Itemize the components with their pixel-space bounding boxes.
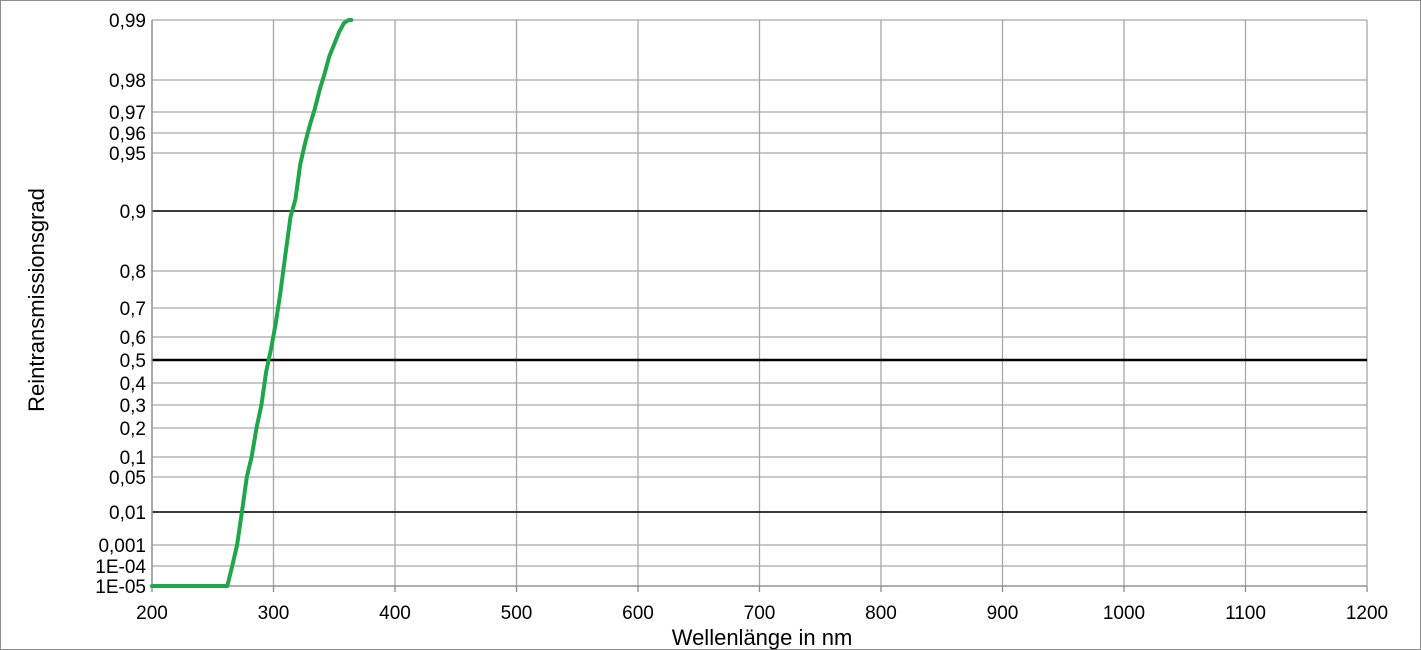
x-tick-label: 700 (744, 603, 776, 624)
y-tick-label: 0,8 (120, 262, 146, 283)
y-tick-labels: 0,990,980,970,960,950,90,80,70,60,50,40,… (95, 11, 146, 598)
y-tick-label: 0,01 (109, 503, 146, 524)
y-tick-label: 0,7 (120, 299, 146, 320)
x-tick-labels: 200 300 400 500 600 700 800 900 1000 1100 1200 (136, 603, 1388, 624)
y-tick-label: 0,001 (98, 536, 146, 557)
y-highlight-lines (152, 210, 1367, 513)
x-tick-label: 400 (379, 603, 411, 624)
y-tick-label: 0,05 (109, 468, 146, 489)
series-line (150, 18, 354, 588)
y-tick-label: 0,4 (120, 374, 147, 395)
x-axis-title: Wellenlänge in nm (672, 625, 853, 650)
x-tick-label: 300 (258, 603, 290, 624)
series-group (150, 18, 354, 588)
y-tick-label: 0,9 (120, 202, 146, 223)
x-tick-label: 500 (501, 603, 533, 624)
x-tick-label: 200 (136, 603, 168, 624)
x-tick-label: 900 (987, 603, 1019, 624)
y-tick-label: 1E-04 (95, 557, 146, 578)
y-tick-label: 0,5 (120, 351, 146, 372)
x-tick-label: 1100 (1225, 603, 1266, 624)
x-gridlines (151, 20, 1368, 586)
y-tick-label: 0,99 (109, 11, 146, 32)
y-tick-label: 0,6 (120, 328, 146, 349)
y-axis-title: Reintransmissionsgrad (24, 188, 49, 412)
y-tick-label: 1E-05 (95, 577, 146, 598)
x-tick-label: 600 (622, 603, 654, 624)
y-tick-label: 0,97 (109, 103, 146, 124)
x-tick-label: 800 (865, 603, 897, 624)
y-tick-label: 0,3 (120, 396, 146, 417)
y-tick-label: 0,1 (120, 448, 146, 469)
x-tick-label: 1200 (1346, 603, 1388, 624)
y-tick-label: 0,95 (109, 144, 146, 165)
y-tick-label: 0,98 (109, 71, 146, 92)
y-tick-label: 0,2 (120, 419, 146, 440)
axes (151, 20, 1368, 592)
x-tick-label: 1000 (1103, 603, 1145, 624)
y-tick-label: 0,96 (109, 124, 146, 145)
